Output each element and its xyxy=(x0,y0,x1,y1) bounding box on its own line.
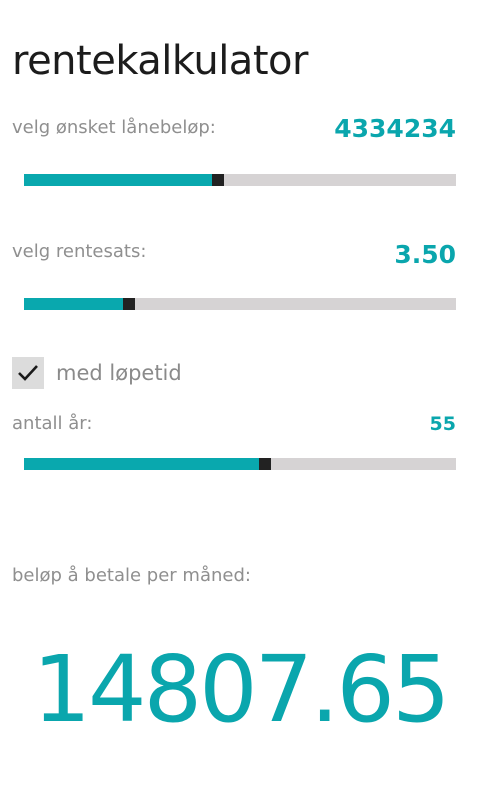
slider-thumb[interactable] xyxy=(212,174,224,186)
years-slider[interactable] xyxy=(24,458,456,470)
slider-fill xyxy=(24,174,212,186)
interest-rate-slider[interactable] xyxy=(24,298,456,310)
monthly-payment-label: beløp å betale per måned: xyxy=(12,565,251,586)
years-label: antall år: xyxy=(12,413,93,434)
slider-fill xyxy=(24,458,259,470)
years-value: 55 xyxy=(429,413,456,435)
loan-amount-slider[interactable] xyxy=(24,174,456,186)
checkmark-icon xyxy=(18,365,38,381)
app-title: rentekalkulator xyxy=(12,38,308,84)
term-checkbox-label[interactable]: med løpetid xyxy=(56,361,182,385)
slider-thumb[interactable] xyxy=(123,298,135,310)
loan-amount-label: velg ønsket lånebeløp: xyxy=(12,117,216,138)
monthly-payment-value: 14807.65 xyxy=(32,636,451,743)
term-checkbox[interactable] xyxy=(12,357,44,389)
interest-rate-value: 3.50 xyxy=(394,240,456,269)
slider-fill xyxy=(24,298,123,310)
slider-thumb[interactable] xyxy=(259,458,271,470)
loan-amount-value: 4334234 xyxy=(334,114,456,143)
interest-rate-label: velg rentesats: xyxy=(12,241,147,262)
